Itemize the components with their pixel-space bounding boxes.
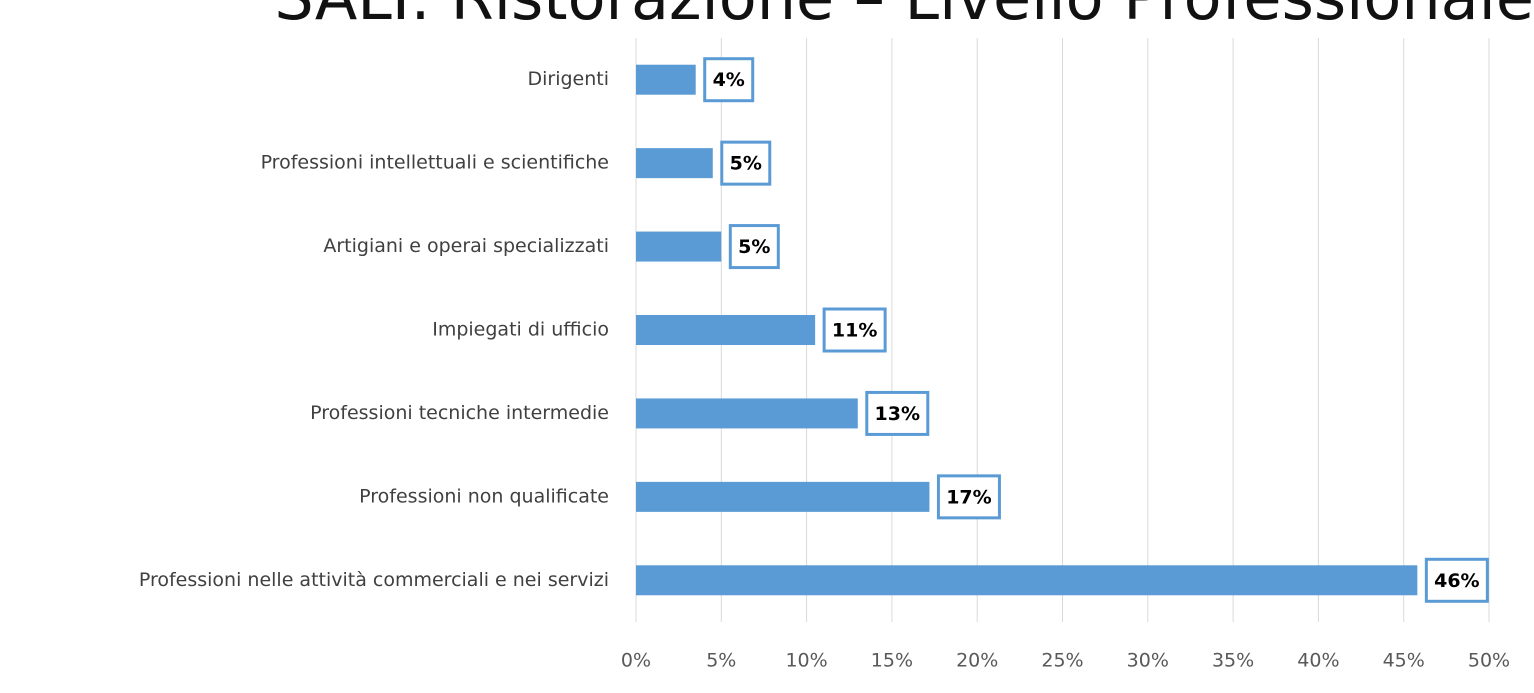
x-tick-label: 50% [1468, 650, 1510, 672]
x-tick-label: 0% [621, 650, 651, 672]
bar [636, 231, 722, 262]
data-label: 17% [946, 486, 991, 508]
x-tick-label: 40% [1297, 650, 1339, 672]
data-label: 46% [1434, 570, 1479, 592]
data-label-box [936, 474, 1001, 520]
data-label: 4% [713, 69, 745, 91]
bar [636, 565, 1418, 596]
data-label-box [728, 224, 780, 270]
data-label: 5% [738, 236, 770, 258]
x-tick-label: 45% [1383, 650, 1425, 672]
chart-title: SALI: Ristorazione – Livello Professiona… [274, 0, 1534, 34]
y-tick-label: Artigiani e operai specializzati [323, 235, 609, 257]
data-label: 5% [730, 153, 762, 175]
data-label-box [865, 390, 930, 436]
y-tick-label: Dirigenti [527, 68, 609, 90]
data-label: 13% [875, 403, 920, 425]
data-label: 11% [832, 320, 877, 342]
y-tick-label: Professioni intellettuali e scientifiche [261, 152, 609, 174]
x-tick-label: 30% [1127, 650, 1169, 672]
data-label-box [822, 307, 887, 353]
y-tick-label: Professioni nelle attività commerciali e… [139, 569, 609, 591]
data-label-box [703, 57, 755, 103]
data-label-box [720, 140, 772, 186]
data-label-box [1424, 557, 1489, 603]
x-tick-label: 5% [706, 650, 736, 672]
y-tick-label: Impiegati di ufficio [432, 319, 609, 341]
x-tick-label: 25% [1041, 650, 1083, 672]
bar [636, 398, 858, 429]
x-tick-label: 15% [871, 650, 913, 672]
y-tick-label: Professioni tecniche intermedie [310, 402, 609, 424]
bar [636, 148, 713, 179]
x-tick-label: 20% [956, 650, 998, 672]
x-tick-label: 35% [1212, 650, 1254, 672]
bar [636, 481, 930, 512]
y-tick-label: Professioni non qualificate [359, 485, 609, 507]
x-tick-label: 10% [785, 650, 827, 672]
bar [636, 315, 816, 345]
bar [636, 64, 696, 95]
